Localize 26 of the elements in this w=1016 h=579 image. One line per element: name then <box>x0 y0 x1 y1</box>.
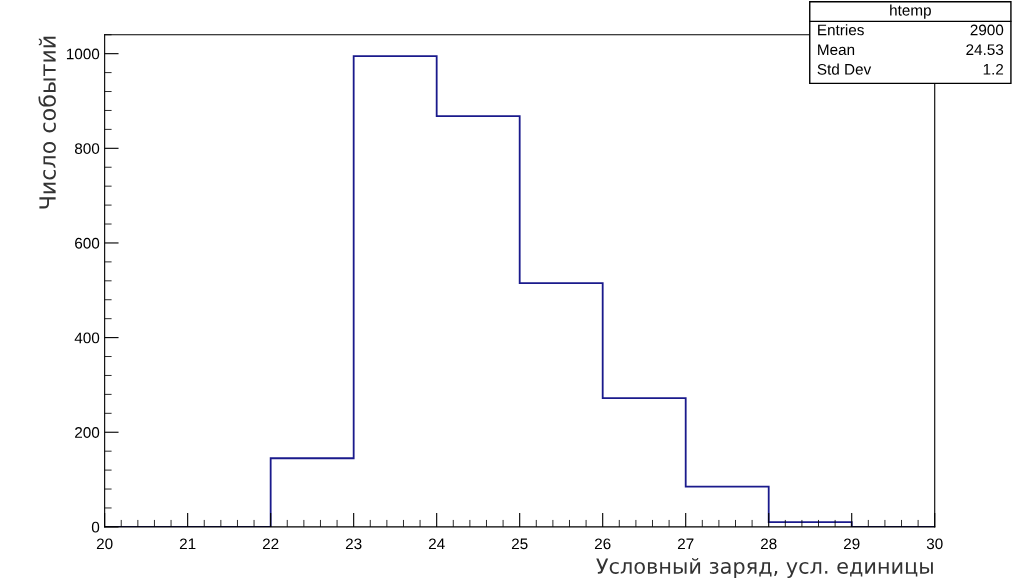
x-tick-label: 21 <box>179 538 196 550</box>
text: 2900 <box>970 24 1004 36</box>
x-tick-label: 25 <box>511 538 528 550</box>
y-tick-label: 800 <box>74 143 100 154</box>
x-tick-label: 29 <box>843 538 860 550</box>
y-tick-label: 200 <box>75 427 100 438</box>
y-tick-label: 600 <box>75 237 100 249</box>
y-tick-label: 1000 <box>66 48 100 60</box>
annotation: Mean <box>818 44 855 56</box>
y-axis-title: Число событий <box>38 36 56 209</box>
text: htemp <box>890 4 931 19</box>
y-tick-label: 400 <box>74 332 100 344</box>
text: 1.2 <box>983 63 1004 75</box>
x-tick-label: 20 <box>96 538 113 550</box>
x-tick-label: 26 <box>594 538 611 550</box>
annotation: Std Dev <box>817 63 872 75</box>
x-tick-label: 22 <box>262 538 279 550</box>
x-tick-label: 28 <box>760 538 777 550</box>
x-tick-label: 24 <box>428 538 445 550</box>
text: 24.53 <box>966 44 1004 56</box>
x-tick-label: 30 <box>926 538 943 550</box>
y-tick-label: 0 <box>91 521 100 533</box>
x-tick-label: 23 <box>345 538 362 550</box>
annotation: Entries <box>818 24 864 36</box>
x-axis-title: Условный заряд, усл. единицы <box>596 557 933 578</box>
x-tick-label: 27 <box>677 538 694 550</box>
